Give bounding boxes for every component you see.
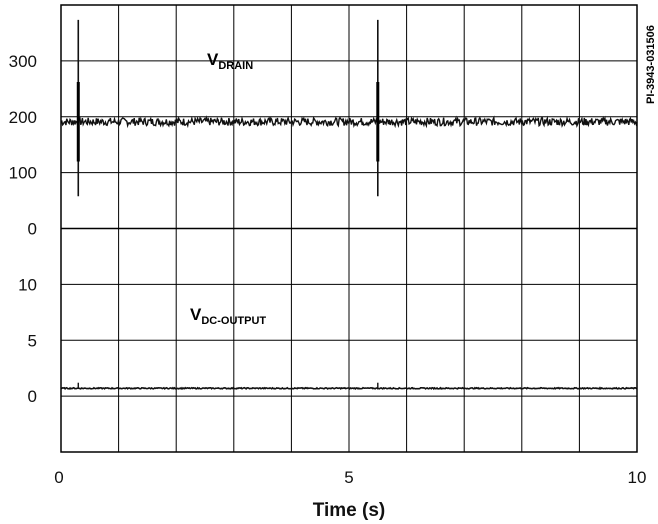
tick-labels: 300 200 100 0 10 5 0 0 5 10 [9, 52, 647, 487]
vdrain-label-main: V [207, 50, 219, 69]
vdrain-trace [60, 115, 638, 129]
y-tick-label: 0 [28, 387, 37, 406]
x-tick-label: 0 [54, 468, 63, 487]
y-tick-label: 300 [9, 52, 37, 71]
x-tick-label: 5 [344, 468, 353, 487]
vdc-output-label: VDC-OUTPUT [190, 305, 266, 327]
x-tick-label: 10 [628, 468, 647, 487]
grid [61, 5, 637, 452]
y-tick-label: 10 [18, 275, 37, 294]
vdc-output-trace [60, 386, 638, 391]
vdc-output-label-main: V [190, 305, 202, 324]
y-tick-label: 200 [9, 108, 37, 127]
x-axis-label: Time (s) [313, 500, 386, 521]
traces [60, 19, 638, 391]
vdrain-label: VDRAIN [207, 50, 253, 72]
figure-id: PI-3943-031506 [645, 25, 657, 104]
y-tick-label: 0 [28, 220, 37, 239]
y-tick-label: 100 [9, 164, 37, 183]
y-tick-label: 5 [28, 331, 37, 350]
vdrain-label-sub: DRAIN [218, 60, 253, 72]
vdc-output-label-sub: DC-OUTPUT [201, 315, 266, 327]
plot-frame [60, 4, 638, 453]
